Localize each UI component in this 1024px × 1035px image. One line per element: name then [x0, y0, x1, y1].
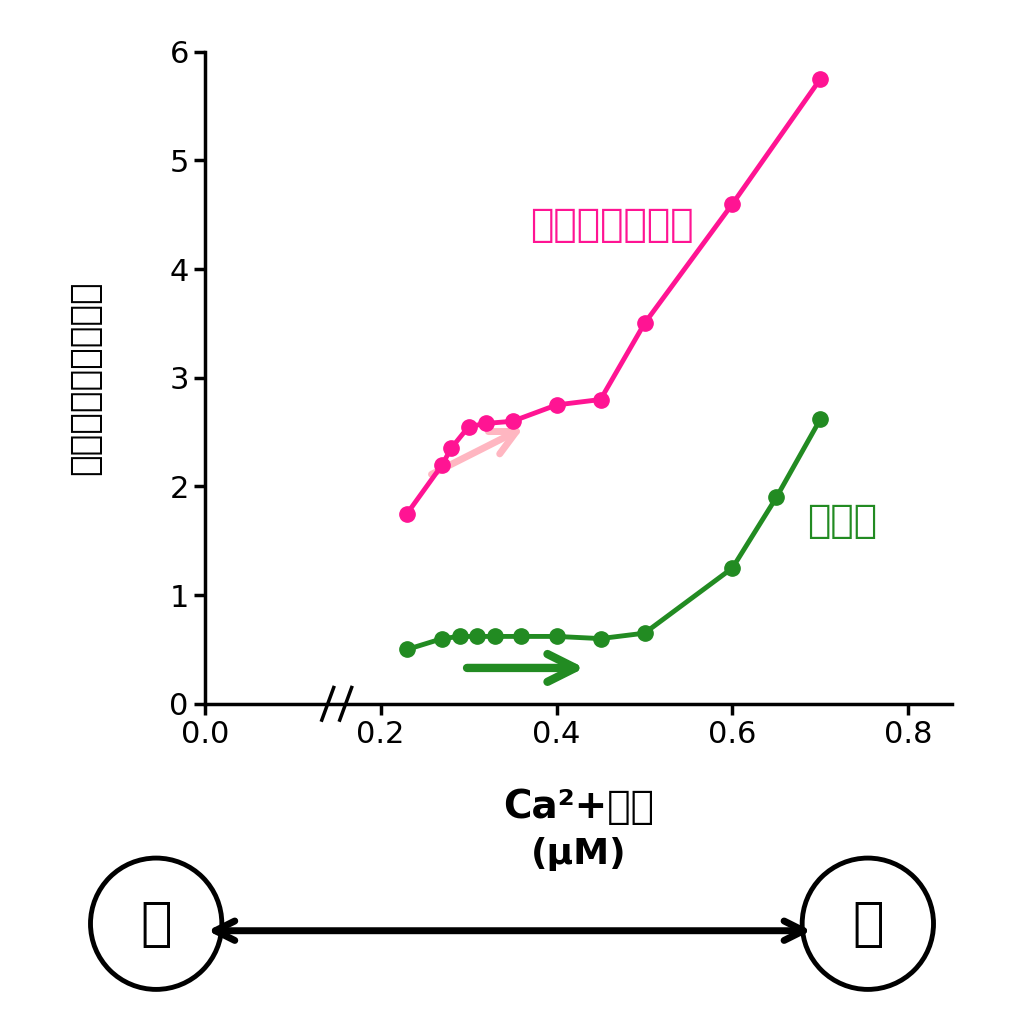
- Text: (μM): (μM): [530, 837, 627, 870]
- Text: リン酸化模倣体: リン酸化模倣体: [530, 207, 694, 244]
- Text: 野生型: 野生型: [807, 502, 878, 540]
- Text: 高: 高: [852, 897, 884, 950]
- Text: 活性酸素種生成活性: 活性酸素種生成活性: [69, 280, 102, 475]
- Text: 低: 低: [140, 897, 172, 950]
- Text: Ca²+濃度: Ca²+濃度: [503, 789, 654, 826]
